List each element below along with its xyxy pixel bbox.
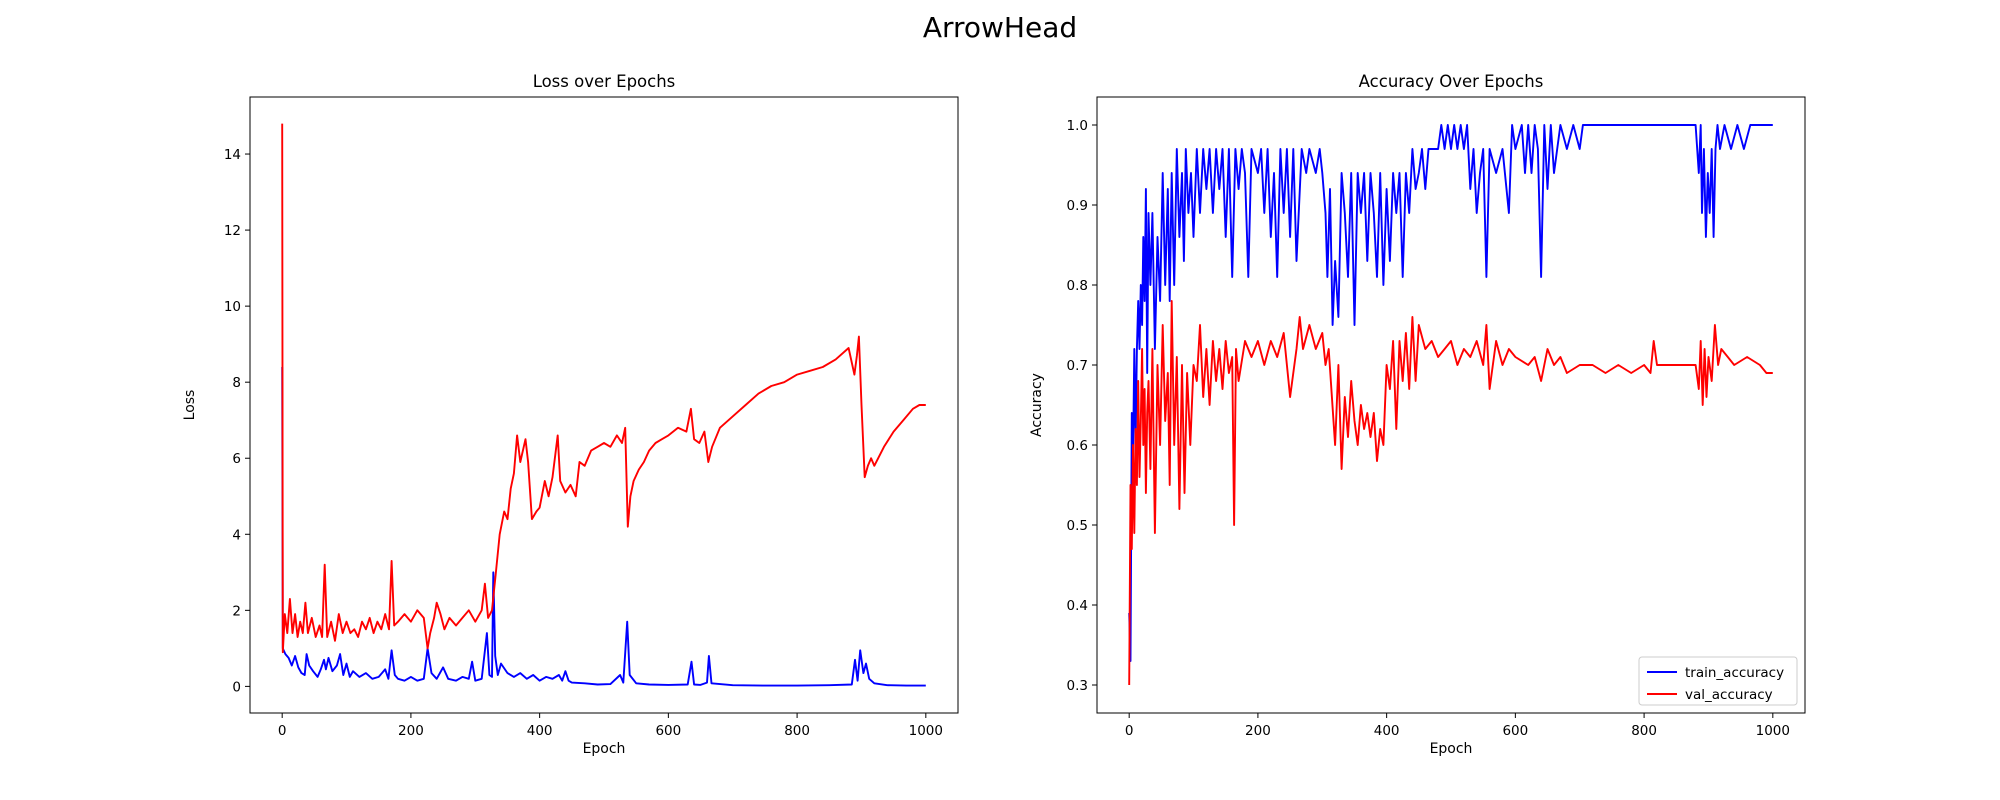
loss-series-val-loss bbox=[281, 123, 926, 654]
loss-y-tick-label: 10 bbox=[224, 299, 241, 315]
accuracy-legend-label: train_accuracy bbox=[1685, 665, 1784, 681]
loss-chart-title: Loss over Epochs bbox=[533, 72, 676, 91]
accuracy-chart-ylabel: Accuracy bbox=[1029, 373, 1045, 437]
accuracy-x-tick-label: 1000 bbox=[1756, 723, 1790, 739]
loss-y-tick-label: 14 bbox=[224, 147, 241, 163]
loss-plot-frame bbox=[249, 96, 959, 714]
accuracy-x-tick-label: 400 bbox=[1374, 723, 1400, 739]
loss-series-group bbox=[281, 123, 926, 687]
loss-chart-xlabel: Epoch bbox=[583, 741, 626, 757]
accuracy-y-tick-label: 0.3 bbox=[1067, 678, 1088, 694]
loss-y-tick-label: 8 bbox=[232, 375, 241, 391]
loss-y-tick-label: 0 bbox=[232, 679, 241, 695]
accuracy-y-tick-label: 0.8 bbox=[1067, 278, 1088, 294]
figure-suptitle: ArrowHead bbox=[923, 11, 1077, 44]
accuracy-chart-xlabel: Epoch bbox=[1430, 741, 1473, 757]
loss-x-tick-label: 0 bbox=[278, 723, 287, 739]
accuracy-y-tick-label: 0.5 bbox=[1067, 518, 1088, 534]
accuracy-x-tick-label: 600 bbox=[1502, 723, 1528, 739]
loss-x-tick-label: 200 bbox=[398, 723, 424, 739]
accuracy-x-tick-label: 200 bbox=[1245, 723, 1271, 739]
loss-x-tick-label: 1000 bbox=[909, 723, 943, 739]
accuracy-chart-title: Accuracy Over Epochs bbox=[1359, 72, 1544, 91]
accuracy-plot-frame bbox=[1096, 96, 1806, 714]
accuracy-y-tick-label: 0.6 bbox=[1067, 438, 1088, 454]
accuracy-y-tick-label: 0.4 bbox=[1067, 598, 1088, 614]
loss-x-tick-label: 400 bbox=[527, 723, 553, 739]
loss-series-train-loss bbox=[281, 366, 926, 687]
loss-y-tick-label: 12 bbox=[224, 223, 241, 239]
accuracy-y-tick-label: 0.9 bbox=[1067, 198, 1088, 214]
loss-chart-ylabel: Loss bbox=[182, 390, 198, 421]
loss-x-tick-label: 600 bbox=[655, 723, 681, 739]
loss-x-tick-label: 800 bbox=[784, 723, 810, 739]
accuracy-x-tick-label: 800 bbox=[1631, 723, 1657, 739]
accuracy-y-tick-label: 0.7 bbox=[1067, 358, 1088, 374]
loss-y-tick-label: 4 bbox=[232, 527, 241, 543]
accuracy-chart: Accuracy Over Epochs Epoch Accuracy 0 200… bbox=[1029, 72, 1806, 757]
accuracy-legend-box bbox=[1638, 656, 1798, 706]
loss-y-tick-label: 6 bbox=[232, 451, 241, 467]
loss-y-tick-label: 2 bbox=[232, 603, 241, 619]
accuracy-y-tick-label: 1.0 bbox=[1067, 118, 1088, 134]
accuracy-legend-label: val_accuracy bbox=[1685, 687, 1773, 703]
accuracy-series-val-accuracy bbox=[1128, 300, 1773, 686]
accuracy-series-group bbox=[1128, 124, 1773, 686]
accuracy-series-train-accuracy bbox=[1128, 124, 1773, 662]
loss-chart: Loss over Epochs Epoch Loss 0 200 400 600 80… bbox=[182, 72, 959, 757]
accuracy-legend: train_accuracy val_accuracy bbox=[1638, 656, 1798, 706]
accuracy-x-tick-label: 0 bbox=[1125, 723, 1134, 739]
